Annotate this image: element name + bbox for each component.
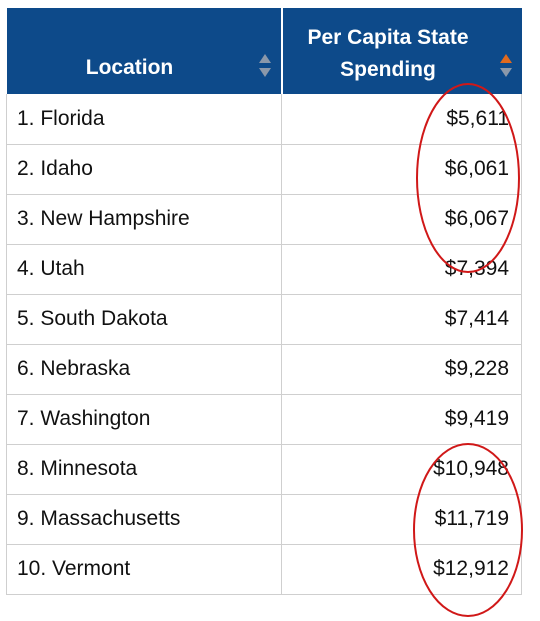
location-cell: 7. Washington bbox=[6, 394, 282, 445]
table-row: 10. Vermont $12,912 bbox=[6, 544, 522, 595]
spending-header-line2: Spending bbox=[340, 58, 436, 81]
location-cell: 9. Massachusetts bbox=[6, 494, 282, 545]
spending-sort-icon[interactable] bbox=[499, 54, 512, 80]
spending-cell: $9,228 bbox=[281, 344, 522, 395]
location-sort-icon[interactable] bbox=[258, 54, 271, 80]
location-cell: 2. Idaho bbox=[6, 144, 282, 195]
sort-up-active-icon bbox=[499, 54, 512, 63]
location-cell: 5. South Dakota bbox=[6, 294, 282, 345]
spending-cell: $6,067 bbox=[281, 194, 522, 245]
table-header-row: Location Per Capita State Spending bbox=[6, 8, 522, 94]
location-cell: 8. Minnesota bbox=[6, 444, 282, 495]
table-row: 3. New Hampshire $6,067 bbox=[6, 194, 522, 245]
table-row: 5. South Dakota $7,414 bbox=[6, 294, 522, 345]
table-row: 4. Utah $7,394 bbox=[6, 244, 522, 295]
spending-cell: $5,611 bbox=[281, 94, 522, 145]
spending-cell: $11,719 bbox=[281, 494, 522, 545]
sort-down-icon bbox=[499, 68, 512, 77]
location-cell: 6. Nebraska bbox=[6, 344, 282, 395]
spending-cell: $7,414 bbox=[281, 294, 522, 345]
spending-cell: $7,394 bbox=[281, 244, 522, 295]
spending-table: Location Per Capita State Spending bbox=[6, 8, 522, 595]
location-cell: 3. New Hampshire bbox=[6, 194, 282, 245]
sort-down-icon bbox=[258, 68, 271, 77]
spending-cell: $10,948 bbox=[281, 444, 522, 495]
location-cell: 4. Utah bbox=[6, 244, 282, 295]
table-row: 9. Massachusetts $11,719 bbox=[6, 494, 522, 545]
sort-up-icon bbox=[258, 54, 271, 63]
location-header-label: Location bbox=[85, 56, 174, 79]
spending-cell: $6,061 bbox=[281, 144, 522, 195]
spending-table-container: Location Per Capita State Spending bbox=[6, 8, 522, 595]
table-row: 6. Nebraska $9,228 bbox=[6, 344, 522, 395]
spending-cell: $9,419 bbox=[281, 394, 522, 445]
spending-header-line1: Per Capita State bbox=[307, 26, 469, 49]
spending-cell: $12,912 bbox=[281, 544, 522, 595]
spending-header-label: Per Capita State Spending bbox=[283, 22, 494, 86]
location-cell: 1. Florida bbox=[6, 94, 282, 145]
table-row: 1. Florida $5,611 bbox=[6, 94, 522, 145]
table-row: 8. Minnesota $10,948 bbox=[6, 444, 522, 495]
table-row: 7. Washington $9,419 bbox=[6, 394, 522, 445]
location-column-header[interactable]: Location bbox=[6, 8, 283, 94]
table-row: 2. Idaho $6,061 bbox=[6, 144, 522, 195]
spending-column-header[interactable]: Per Capita State Spending bbox=[281, 8, 522, 94]
location-cell: 10. Vermont bbox=[6, 544, 282, 595]
